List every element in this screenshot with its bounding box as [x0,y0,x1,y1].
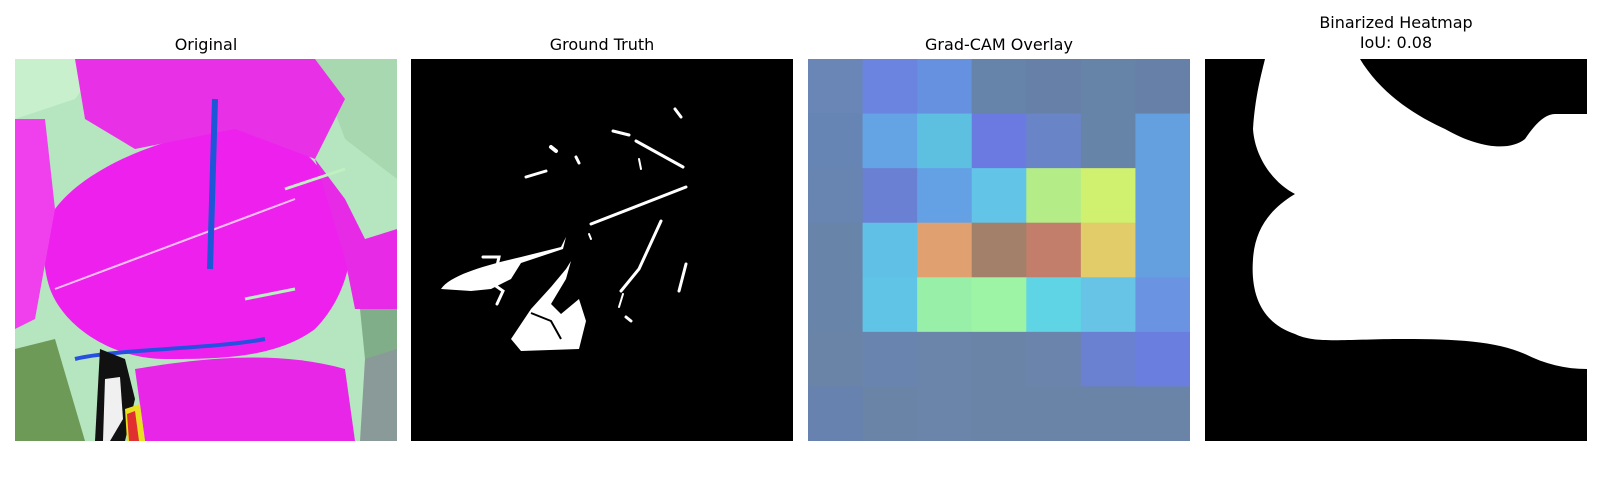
heatmap-cell [917,386,973,441]
heatmap-cell [1080,168,1136,224]
original-image [15,59,397,441]
heatmap-cell [917,59,973,115]
heatmap-cell [1135,331,1190,387]
heatmap-cell [808,331,864,387]
heatmap-cell [971,59,1027,115]
heatmap-cell [917,168,973,224]
ground-truth-mask [411,59,793,441]
iou-score-label: IoU: 0.08 [1359,33,1433,52]
heatmap-cell [862,59,918,115]
heatmap-cell [1026,168,1082,224]
heatmap-cell [1026,113,1082,169]
ground-truth-mask-image [411,59,793,441]
heatmap-cell [1135,222,1190,278]
ground-truth-title: Ground Truth [549,35,655,54]
heatmap-cell [971,277,1027,333]
gradcam-overlay-title: Grad-CAM Overlay [925,35,1073,54]
heatmap-cell [917,222,973,278]
heatmap-cell [1026,331,1082,387]
heatmap-cell [808,386,864,441]
binarized-heatmap-mask [1205,59,1587,441]
heatmap-cell [1026,59,1082,115]
heatmap-cell [1026,222,1082,278]
heatmap-cell [808,277,864,333]
heatmap-cell [808,59,864,115]
heatmap-cell [917,277,973,333]
heatmap-cell [1135,113,1190,169]
heatmap-cell [971,386,1027,441]
heatmap-cell [1135,386,1190,441]
heatmap-cell [917,331,973,387]
binarized-heatmap [1205,59,1587,441]
heatmap-cell [862,113,918,169]
heatmap-cell [808,222,864,278]
heatmap-cell [1080,59,1136,115]
heatmap-cell [971,222,1027,278]
heatmap-cell [862,277,918,333]
heatmap-cell [917,113,973,169]
heatmap-cell [1080,113,1136,169]
heatmap-cell [1135,59,1190,115]
heatmap-cell [808,168,864,224]
gradcam-heatmap-grid [808,59,1190,441]
heatmap-cell [1080,277,1136,333]
heatmap-cell [808,113,864,169]
heatmap-cell [1080,331,1136,387]
heatmap-cell [1026,277,1082,333]
heatmap-cell [1135,277,1190,333]
heatmap-cell [862,331,918,387]
original-title: Original [174,35,238,54]
heatmap-cell [971,331,1027,387]
heatmap-cell [1026,386,1082,441]
heatmap-cell [971,168,1027,224]
binarized-heatmap-title: Binarized Heatmap [1319,13,1473,32]
gradcam-overlay [808,59,1190,441]
heatmap-cell [1080,222,1136,278]
heatmap-cell [1135,168,1190,224]
heatmap-cell [862,386,918,441]
heatmap-cell [1080,386,1136,441]
heatmap-cell [971,113,1027,169]
binarized-heatmap-title-block: Binarized Heatmap IoU: 0.08 [1205,13,1587,53]
heatmap-cell [862,168,918,224]
heatmap-cell [862,222,918,278]
original-leaf-picture [15,59,397,441]
